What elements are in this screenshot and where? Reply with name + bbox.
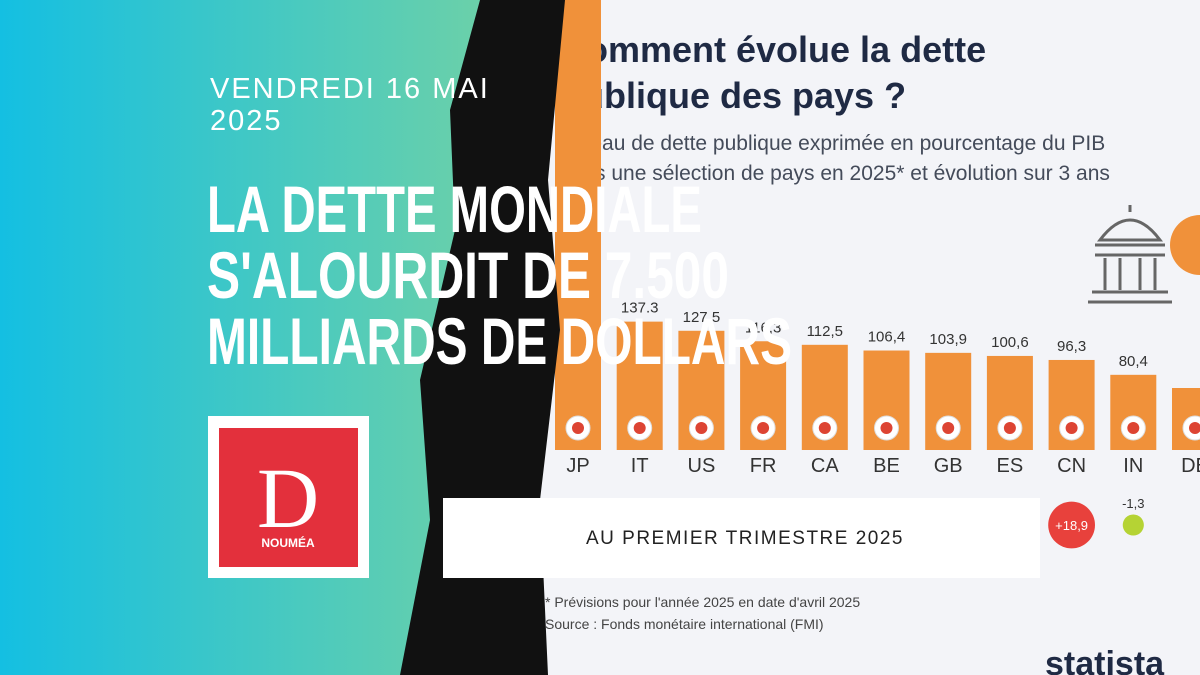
value-label: 137.3	[621, 300, 659, 317]
change-dot	[1122, 514, 1144, 536]
change-label: -1,3	[1122, 496, 1144, 511]
category-label: ES	[997, 455, 1024, 477]
chart: Comment évolue la dette publique des pay…	[545, 0, 1200, 675]
category-label: CN	[1057, 455, 1086, 477]
flag-center	[572, 422, 584, 434]
category-label: US	[688, 455, 716, 477]
headline: MILLIARDS DE DOLLARS	[207, 304, 792, 378]
chart-subtitle: Niveau de dette publique exprimée en pou…	[560, 132, 1105, 155]
chart-title: Comment évolue la dette	[560, 29, 986, 70]
date: VENDREDI 16 MAI	[210, 73, 490, 105]
value-label: 116,3	[745, 319, 781, 336]
flag-center	[818, 422, 831, 434]
change-dot	[1048, 501, 1095, 549]
flag-center	[1003, 422, 1016, 434]
category-label: JP	[566, 455, 589, 477]
category-label: GB	[934, 455, 963, 477]
chart-title: publique des pays ?	[560, 75, 906, 116]
flag-center	[633, 422, 646, 434]
value-label: 100,6	[991, 334, 1029, 351]
building-icon	[1088, 205, 1200, 304]
change-label: +18,9	[1055, 518, 1088, 533]
value-label: 96,3	[1057, 338, 1086, 355]
category-label: BE	[873, 455, 900, 477]
category-label: DE	[1181, 455, 1200, 477]
headline: LA DETTE MONDIALE	[207, 172, 702, 246]
flag-center	[1065, 422, 1078, 434]
logo-name: NOUMÉA	[261, 535, 315, 550]
value-label: 106,4	[868, 329, 906, 346]
category-label: FR	[750, 455, 777, 477]
logo-letter: D	[257, 450, 319, 546]
headline: S'ALOURDIT DE 7.500	[207, 238, 729, 312]
flag-center	[880, 422, 893, 434]
value-label: 127,5	[683, 309, 721, 326]
category-label: IN	[1123, 455, 1143, 477]
left-panel	[0, 0, 560, 675]
value-label: 80,4	[1119, 353, 1148, 370]
chart-subtitle: dans une sélection de pays en 2025* et é…	[560, 162, 1110, 185]
flag-center	[1127, 422, 1140, 434]
bar-partial	[555, 0, 601, 450]
footnote: Source : Fonds monétaire international (…	[545, 616, 824, 632]
flag-center	[695, 422, 708, 434]
value-label: 103,9	[929, 331, 967, 348]
category-label: CA	[811, 455, 839, 477]
footnote: * Prévisions pour l'année 2025 en date d…	[545, 594, 860, 610]
flag-center	[1189, 422, 1200, 434]
flag-center	[942, 422, 955, 434]
brand: statista	[1045, 645, 1165, 675]
banner	[443, 498, 1040, 578]
category-label: IT	[631, 455, 649, 477]
logo: D NOUMÉA	[208, 416, 369, 578]
banner-text: AU PREMIER TRIMESTRE 2025	[586, 528, 904, 549]
date: 2025	[210, 105, 283, 137]
value-label: 112,5	[807, 323, 843, 340]
flag-center	[757, 422, 770, 434]
